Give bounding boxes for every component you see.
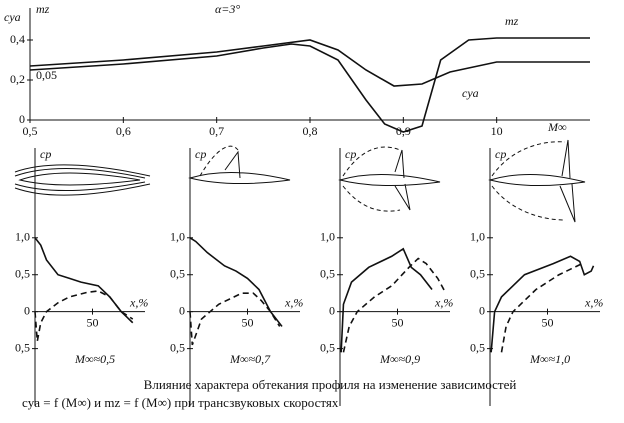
x-tick-label: 0,5: [23, 124, 38, 138]
y-tick-label: 0,5: [320, 340, 335, 354]
y-axis-label: cp: [345, 147, 356, 161]
y-axis-label: cya: [4, 10, 21, 24]
x-tick-label: 10: [491, 124, 503, 138]
y-tick-label: 0: [24, 303, 30, 317]
x-tick-label: 0,9: [396, 124, 411, 138]
curve: [189, 237, 283, 327]
x-tick-label: 50: [87, 315, 99, 329]
y-tick-label: 0,5: [470, 340, 485, 354]
series-label: cya: [462, 86, 479, 100]
x-tick-label: 50: [392, 315, 404, 329]
curve: [342, 257, 447, 353]
curve: [340, 247, 433, 353]
y-tick-label: 0,5: [15, 340, 30, 354]
x-axis-label: x,%: [284, 295, 303, 309]
x-tick-label: 50: [242, 315, 254, 329]
y-axis-label: cp: [495, 147, 506, 161]
x-axis-label: x,%: [129, 295, 148, 309]
x-tick-label: 0,8: [303, 124, 318, 138]
y-tick-label: 1,0: [170, 230, 185, 244]
y-tick-label: 0: [329, 303, 335, 317]
caption-line: Влияние характера обтекания профиля на и…: [144, 377, 517, 392]
curve: [29, 37, 590, 133]
caption-line: cya = f (M∞) и mz = f (M∞) при трансзвук…: [22, 395, 339, 410]
y-tick-label: 0,5: [15, 266, 30, 280]
y-tick-label: 0,4: [10, 32, 25, 46]
x-axis-label: x,%: [584, 295, 603, 309]
y-axis-label: cp: [195, 147, 206, 161]
x-axis-label: M∞: [547, 120, 567, 134]
x-tick-label: 0,6: [116, 124, 131, 138]
y-tick-label: 0: [19, 112, 25, 126]
curve: [500, 262, 583, 353]
y-tick-label: 1,0: [320, 230, 335, 244]
y-tick-label: 0,5: [170, 266, 185, 280]
series-label: mz: [505, 14, 519, 28]
y-tick-label: 0,5: [320, 266, 335, 280]
annotation: M∞≈1,0: [529, 352, 570, 366]
curve: [34, 290, 134, 342]
curve: [490, 255, 595, 353]
y-tick-label: 1,0: [15, 230, 30, 244]
annotation: M∞≈0,9: [379, 352, 420, 366]
y-tick-label: 0: [179, 303, 185, 317]
annotation: M∞≈0,7: [229, 352, 271, 366]
annotation: α=3°: [215, 2, 240, 16]
y-axis-label: cp: [40, 147, 51, 161]
annotation: M∞≈0,5: [74, 352, 115, 366]
y-tick-label: 0,2: [10, 72, 25, 86]
y-axis-label: mz: [36, 2, 50, 16]
y-tick-label: 0,5: [470, 266, 485, 280]
x-tick-label: 50: [542, 315, 554, 329]
annotation: 0,05: [36, 68, 57, 82]
airfoil-sketches: [14, 139, 586, 223]
curve: [189, 292, 281, 346]
y-tick-label: 1,0: [470, 230, 485, 244]
curve: [29, 39, 590, 87]
y-tick-label: 0: [479, 303, 485, 317]
x-axis-label: x,%: [434, 295, 453, 309]
y-tick-label: 0,5: [170, 340, 185, 354]
x-tick-label: 0,7: [209, 124, 224, 138]
